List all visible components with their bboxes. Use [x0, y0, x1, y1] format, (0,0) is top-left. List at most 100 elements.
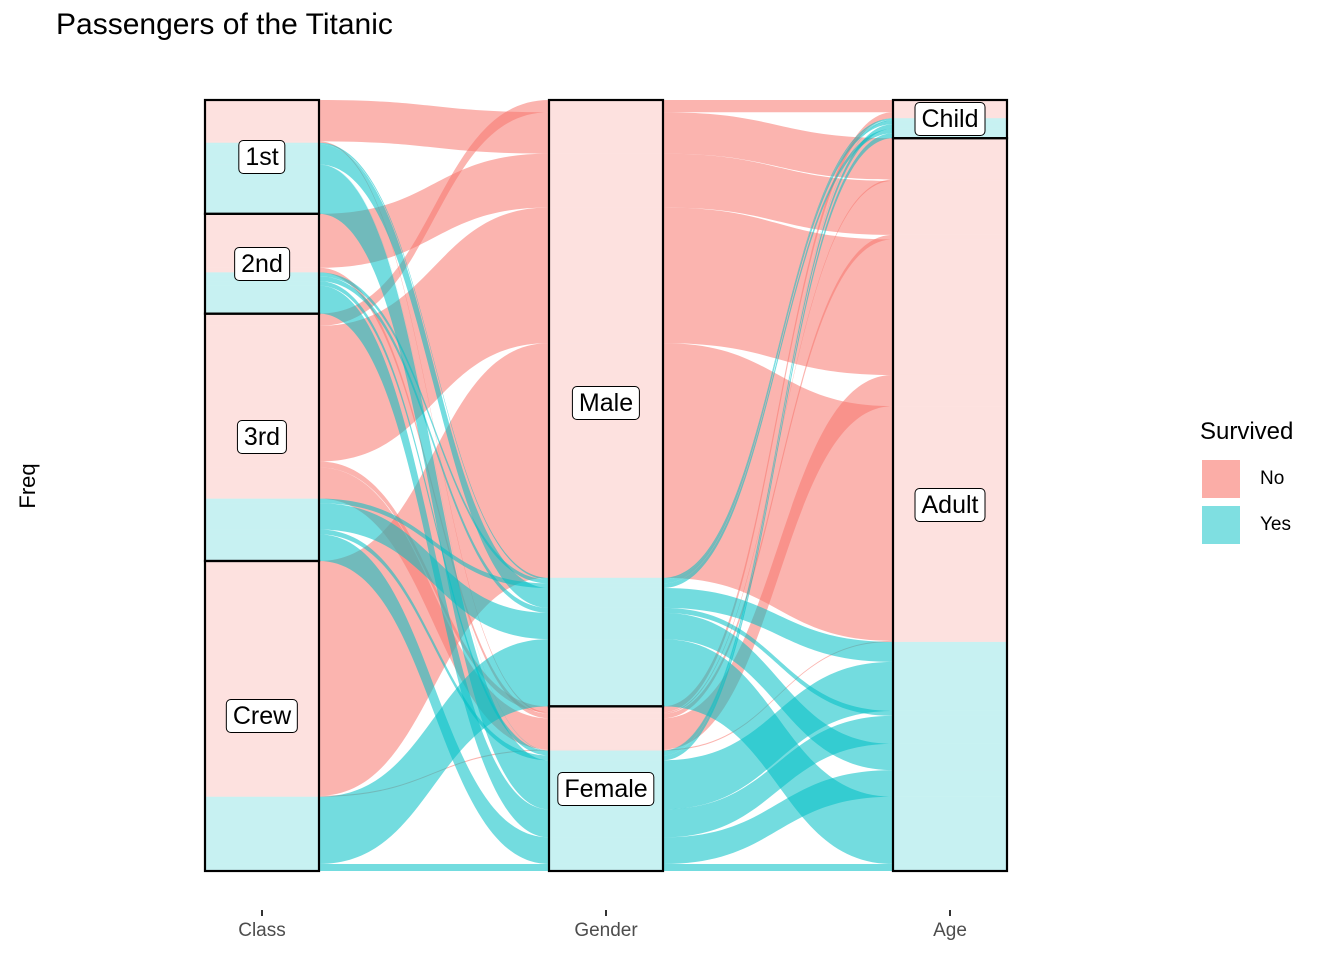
lode-class-3rd-yes [205, 534, 319, 561]
lode-gender-male-no [549, 112, 663, 154]
lode-age-adult-no [893, 234, 1007, 240]
lode-age-adult-yes [893, 863, 1007, 871]
lode-age-adult-yes [893, 770, 1007, 797]
lode-class-3rd-yes [205, 529, 319, 535]
flow-3rd-to-male-yes [319, 498, 549, 588]
lode-class-crew-yes [205, 796, 319, 864]
lode-gender-female-yes [549, 755, 663, 761]
lode-gender-male-no [549, 100, 663, 113]
flow-male-to-child-yes [663, 120, 893, 584]
legend-label-yes: Yes [1260, 514, 1291, 535]
lode-gender-male-yes [549, 587, 663, 608]
flow-1st-to-female-yes [319, 164, 549, 751]
legend-title: Survived [1200, 418, 1294, 445]
flow-male-to-adult-no [663, 112, 893, 180]
x-axis-ticks [261, 910, 951, 916]
lode-gender-female-no [549, 718, 663, 750]
lode-class-3rd-no [205, 467, 319, 499]
legend-item-no: No [1200, 456, 1293, 502]
chart-title: Passengers of the Titanic [56, 8, 393, 41]
lode-gender-male-no [549, 207, 663, 344]
lode-age-adult-yes [893, 796, 1007, 864]
lode-class-crew-no [205, 560, 319, 796]
stratum-class-crew [203, 559, 321, 873]
lode-gender-female-no [549, 713, 663, 719]
lode-gender-male-yes [549, 583, 663, 588]
flow-3rd-to-female-yes [319, 534, 549, 864]
stratum-label-adult: Adult [914, 487, 986, 522]
flow-2nd-to-female-yes [319, 285, 549, 838]
stratum-label-female: Female [557, 771, 655, 806]
lode-gender-female-no [549, 712, 663, 714]
flow-male-to-adult-yes [663, 607, 893, 716]
lode-gender-male-yes [549, 607, 663, 613]
stratum-label-crew: Crew [225, 698, 299, 733]
lode-age-adult-no [893, 239, 1007, 375]
lode-gender-male-yes [549, 612, 663, 640]
stratum-label-child: Child [914, 102, 986, 137]
lode-class-3rd-yes [205, 498, 319, 504]
flow-male-to-child-yes [663, 128, 893, 588]
flow-1st-to-male-no [319, 100, 549, 154]
flow-3rd-to-female-yes [319, 529, 549, 761]
stratum-label-3rd: 3rd [236, 420, 288, 455]
lode-age-adult-no [893, 374, 1007, 407]
lode-gender-female-yes [549, 837, 663, 864]
flow-female-to-adult-yes [663, 770, 893, 864]
lode-age-adult-yes [893, 743, 1007, 771]
lode-class-3rd-no [205, 461, 319, 468]
flow-female-to-child-yes [663, 119, 893, 751]
legend-key-no [1200, 458, 1242, 500]
flow-male-to-adult-yes [663, 587, 893, 662]
flow-3rd-to-male-no [319, 207, 549, 462]
lode-class-2nd-yes [205, 285, 319, 314]
flow-crew-to-female-yes [319, 863, 549, 871]
stratum-gender-female [547, 705, 665, 873]
lode-gender-female-yes [549, 750, 663, 756]
flow-crew-to-male-yes [319, 639, 549, 864]
flow-1st-to-female-yes [319, 164, 549, 810]
lode-gender-female-no [549, 706, 663, 713]
flow-1st-to-male-yes [319, 142, 549, 580]
flow-female-to-adult-no [663, 234, 893, 719]
lode-age-adult-yes [893, 641, 1007, 662]
flow-female-to-child-yes [663, 124, 893, 756]
flow-2nd-to-male-yes [319, 272, 549, 584]
lode-age-adult-yes [893, 715, 1007, 744]
legend-item-yes: Yes [1200, 502, 1293, 548]
lode-class-crew-yes [205, 863, 319, 871]
lode-age-adult-no [893, 180, 1007, 235]
flow-female-to-adult-no [663, 374, 893, 750]
stratum-label-1st: 1st [238, 139, 286, 174]
stratum-age-adult [891, 137, 1009, 873]
lode-age-adult-no [893, 640, 1007, 642]
lode-gender-female-no [549, 749, 663, 751]
x-tick-label-gender: Gender [574, 920, 638, 941]
stratum-label-2nd: 2nd [234, 246, 290, 281]
lode-gender-female-yes [549, 809, 663, 838]
lode-class-1st-no [205, 100, 319, 142]
x-tick-label-age: Age [933, 920, 967, 941]
lode-gender-male-yes [549, 639, 663, 707]
flow-male-to-adult-no [663, 207, 893, 375]
flow-1st-to-male-yes [319, 144, 549, 608]
alluvia [319, 100, 893, 871]
lode-gender-male-yes [549, 577, 663, 580]
lode-age-adult-yes [893, 661, 1007, 711]
flow-female-to-adult-yes [663, 863, 893, 871]
lode-gender-male-no [549, 343, 663, 578]
lode-gender-male-no [549, 153, 663, 208]
lode-class-3rd-no [205, 313, 319, 326]
flow-male-to-child-no [663, 100, 893, 113]
x-tick-label-class: Class [238, 920, 286, 941]
legend-label-no: No [1260, 468, 1285, 489]
lode-class-crew-no [205, 795, 319, 797]
strata [203, 98, 1009, 873]
lode-class-2nd-yes [205, 281, 319, 286]
legend-key-yes [1200, 504, 1242, 546]
lode-gender-male-yes [549, 579, 663, 584]
lode-age-adult-no [893, 179, 1007, 181]
flow-3rd-to-female-no [319, 467, 549, 750]
lode-gender-female-yes [549, 863, 663, 871]
